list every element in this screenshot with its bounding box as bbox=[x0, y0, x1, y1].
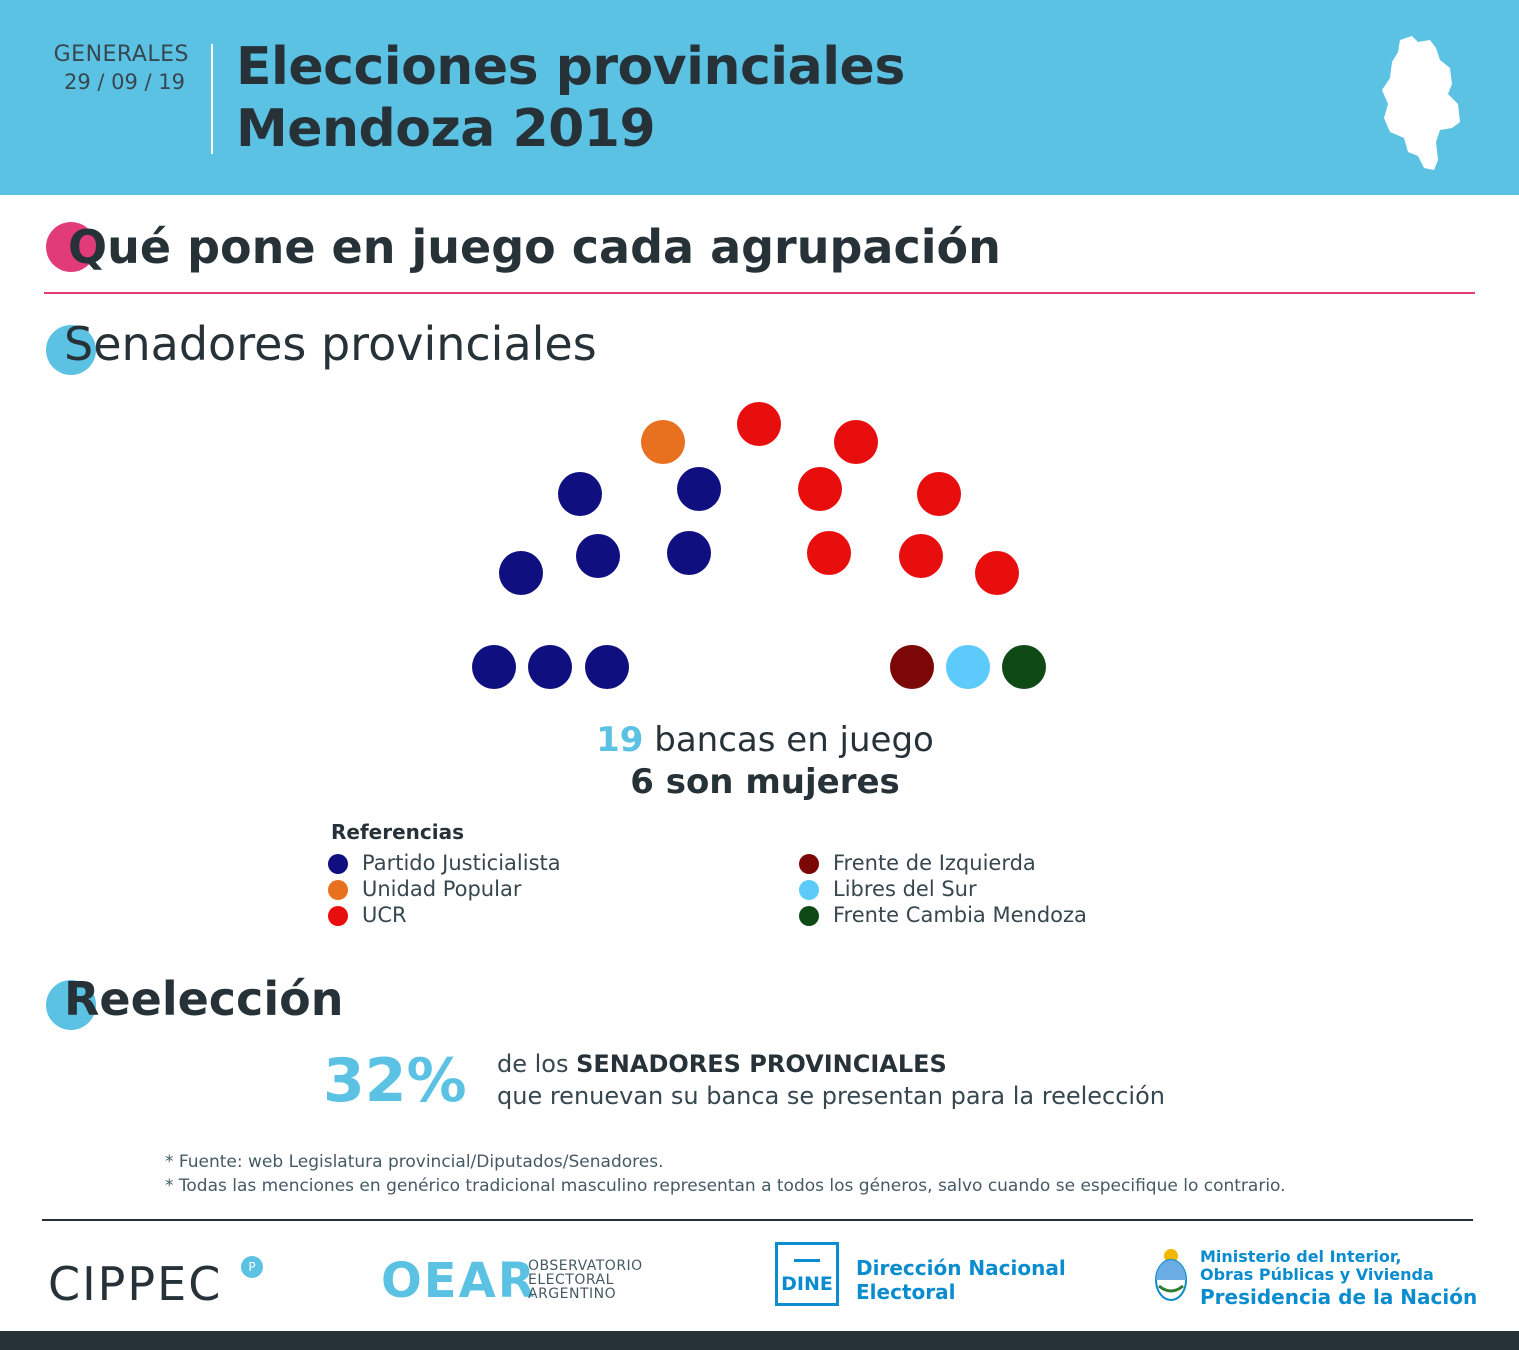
dine-logo-text: DINE bbox=[781, 1273, 833, 1295]
heading-bullet-icon bbox=[46, 980, 96, 1030]
cippec-logo: CIPPEC bbox=[48, 1257, 223, 1311]
senators-title: Senadores provinciales bbox=[64, 317, 597, 371]
title-line-2: Mendoza 2019 bbox=[236, 99, 656, 159]
date-value: 29 / 09 / 19 bbox=[63, 70, 185, 94]
footnote-gender: * Todas las menciones en genérico tradic… bbox=[165, 1176, 1286, 1196]
seat-ucr bbox=[975, 551, 1019, 595]
legend-swatch bbox=[799, 880, 819, 900]
seats-number: 19 bbox=[596, 720, 644, 760]
legend-label: UCR bbox=[362, 903, 407, 927]
legend-label: Frente de Izquierda bbox=[833, 851, 1036, 875]
section-divider bbox=[44, 292, 1475, 294]
legend-swatch bbox=[328, 906, 348, 926]
legend-label: Unidad Popular bbox=[362, 877, 522, 901]
seats-summary: 19 bancas en juego 6 son mujeres bbox=[560, 718, 970, 802]
reelection-prefix: de los bbox=[497, 1050, 569, 1078]
reelection-line-2: que renuevan su banca se presentan para … bbox=[497, 1082, 1165, 1110]
seat-partido-justicialista bbox=[472, 645, 516, 689]
seat-partido-justicialista bbox=[585, 645, 629, 689]
oear-line: OBSERVATORIO bbox=[528, 1258, 643, 1274]
legend-item-ucr: UCR bbox=[328, 903, 407, 927]
reelection-title-initial: R bbox=[64, 972, 100, 1026]
legend-item-fcm: Frente Cambia Mendoza bbox=[799, 903, 1087, 927]
reelection-bold: SENADORES PROVINCIALES bbox=[576, 1050, 947, 1078]
seat-unidad-popular bbox=[641, 420, 685, 464]
senators-title-initial: S bbox=[64, 317, 94, 371]
title-line-1: Elecciones provinciales bbox=[236, 37, 905, 97]
page-title: Elecciones provinciales Mendoza 2019 bbox=[236, 36, 905, 160]
seat-partido-justicialista bbox=[558, 472, 602, 516]
footnotes: * Fuente: web Legislatura provincial/Dip… bbox=[165, 1150, 1286, 1198]
seat-partido-justicialista bbox=[677, 467, 721, 511]
senators-title-rest: enadores provinciales bbox=[93, 317, 597, 371]
legend-swatch bbox=[799, 906, 819, 926]
header-divider bbox=[211, 44, 213, 154]
seat-ucr bbox=[917, 472, 961, 516]
seat-partido-justicialista bbox=[528, 645, 572, 689]
bottom-bar bbox=[0, 1331, 1519, 1350]
oear-wordmark: OBSERVATORIO ELECTORAL ARGENTINO bbox=[528, 1259, 643, 1301]
reelection-line-1: de los SENADORES PROVINCIALES bbox=[497, 1048, 1165, 1080]
legend-label: Frente Cambia Mendoza bbox=[833, 903, 1087, 927]
reelection-description: de los SENADORES PROVINCIALES que renuev… bbox=[497, 1048, 1165, 1112]
seat-ucr bbox=[899, 534, 943, 578]
seats-text: bancas en juego bbox=[654, 720, 934, 760]
seat-libres-del-sur bbox=[946, 645, 990, 689]
ministry-line: Ministerio del Interior, bbox=[1200, 1247, 1402, 1266]
seat-partido-justicialista bbox=[499, 551, 543, 595]
legend-swatch bbox=[799, 854, 819, 874]
legend-label: Libres del Sur bbox=[833, 877, 977, 901]
seat-ucr bbox=[737, 402, 781, 446]
seat-ucr bbox=[807, 531, 851, 575]
seat-partido-justicialista bbox=[667, 531, 711, 575]
legend-item-up: Unidad Popular bbox=[328, 877, 522, 901]
cippec-badge-icon: P bbox=[241, 1256, 263, 1278]
seat-partido-justicialista bbox=[576, 534, 620, 578]
ministry-wordmark: Ministerio del Interior, Obras Públicas … bbox=[1200, 1248, 1477, 1310]
oear-line: ELECTORAL bbox=[528, 1272, 614, 1288]
reelection-percentage: 32% bbox=[323, 1046, 467, 1116]
dine-logo-bar bbox=[794, 1259, 820, 1262]
seat-frente-de-izquierda bbox=[890, 645, 934, 689]
dine-line: Dirección Nacional bbox=[856, 1256, 1066, 1280]
seat-ucr bbox=[798, 467, 842, 511]
heading-bullet-icon bbox=[46, 325, 96, 375]
reelection-title-rest: eelección bbox=[99, 972, 344, 1026]
dine-line: Electoral bbox=[856, 1280, 956, 1304]
footer-divider bbox=[42, 1219, 1473, 1221]
date-block: GENERALES 29 / 09 / 19 bbox=[44, 42, 189, 96]
mendoza-map-icon bbox=[1382, 36, 1460, 170]
legend-item-fit: Frente de Izquierda bbox=[799, 851, 1036, 875]
legend-title: Referencias bbox=[331, 820, 465, 844]
legend-swatch bbox=[328, 880, 348, 900]
reelection-title: Reelección bbox=[64, 972, 343, 1026]
ministry-line: Presidencia de la Nación bbox=[1200, 1285, 1478, 1309]
footnote-source: * Fuente: web Legislatura provincial/Dip… bbox=[165, 1152, 664, 1172]
oear-logo: OEAR bbox=[381, 1253, 537, 1309]
ministry-line: Obras Públicas y Vivienda bbox=[1200, 1265, 1434, 1284]
parliament-seat-chart bbox=[472, 402, 1046, 689]
legend-item-lds: Libres del Sur bbox=[799, 877, 977, 901]
date-label: GENERALES bbox=[53, 42, 189, 67]
dine-wordmark: Dirección Nacional Electoral bbox=[856, 1256, 1066, 1304]
main-section-title: Qué pone en juego cada agrupación bbox=[68, 220, 1001, 274]
women-count: 6 son mujeres bbox=[630, 762, 900, 802]
seat-ucr bbox=[834, 420, 878, 464]
legend-item-pj: Partido Justicialista bbox=[328, 851, 561, 875]
heading-bullet-icon bbox=[46, 222, 96, 272]
header-banner: GENERALES 29 / 09 / 19 Elecciones provin… bbox=[0, 0, 1519, 195]
seat-frente-cambia-mendoza bbox=[1002, 645, 1046, 689]
oear-line: ARGENTINO bbox=[528, 1286, 617, 1302]
seats-line: 19 bancas en juego bbox=[560, 718, 970, 762]
argentina-crest-icon bbox=[1155, 1249, 1187, 1301]
legend-label: Partido Justicialista bbox=[362, 851, 561, 875]
dine-logo: DINE bbox=[775, 1242, 839, 1306]
legend-swatch bbox=[328, 854, 348, 874]
